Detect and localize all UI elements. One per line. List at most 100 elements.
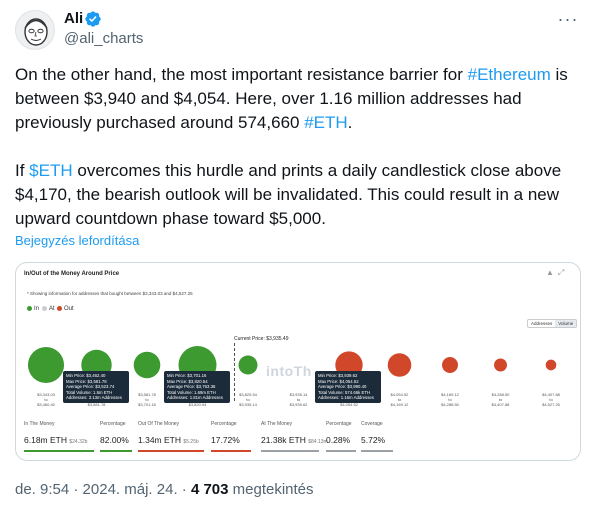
stat-bar (261, 450, 319, 452)
stat-bar (361, 450, 393, 452)
price-range-label: $3,825.54 to $3,935.14 (234, 392, 262, 407)
bubble-in[interactable] (238, 355, 258, 375)
view-count: 4 703 (190, 481, 229, 498)
stat-bar (211, 450, 251, 452)
text-span: On the other hand, the most important re… (15, 65, 468, 84)
bubble-out[interactable] (387, 353, 412, 377)
stat-label: In The Money (24, 421, 55, 427)
stat-value: 5.72% (361, 435, 386, 445)
range-line: $4,407.88 (491, 401, 510, 407)
tooltip-3: Min Price: $3,939.62 Max Price: $4,054.5… (315, 371, 381, 403)
more-options-icon[interactable]: ··· (557, 9, 579, 29)
timestamp[interactable]: de. 9:54 · 2024. máj. 24. · (15, 481, 191, 498)
tooltip-line: Max Price: $4,054.52 (318, 378, 359, 384)
legend-at: At (42, 306, 55, 312)
tweet-paragraph-1: On the other hand, the most important re… (15, 63, 580, 135)
metric-toggle[interactable]: Addresses Volume (527, 319, 578, 328)
text-span: If (15, 161, 30, 180)
stat-6: Coverage 5.72% (361, 421, 393, 455)
legend-label: In (34, 306, 40, 313)
stat-sub: $84.13m (308, 439, 328, 445)
bubble-out[interactable] (442, 357, 458, 373)
range-line: $4,169.12 (441, 392, 459, 397)
range-line: to (246, 396, 250, 402)
tooltip-line: Min Price: $3,939.62 (318, 373, 358, 378)
tooltip-line: Average Price: $3,763.36 (167, 384, 216, 390)
chart-note: * Showing information for addresses that… (27, 291, 193, 296)
range-line: $3,939.62 (289, 401, 308, 407)
price-range-label: $4,407.88 to $4,527.25 (537, 392, 565, 407)
bubble-out[interactable] (494, 358, 507, 372)
range-line: $3,935.14 (289, 392, 308, 397)
text-span: overcomes this hurdle and prints a daily… (15, 161, 562, 228)
tooltip-line: Total Volume: 1.5m ETH (66, 389, 113, 395)
range-line: $4,288.50 (441, 401, 459, 407)
tooltip-1: Min Price: $3,462.40 Max Price: $3,581.7… (63, 371, 129, 403)
stat-bar (326, 450, 356, 452)
range-line: to (145, 396, 149, 402)
verified-badge-icon[interactable] (84, 10, 102, 28)
post-meta: de. 9:54 · 2024. máj. 24. · 4 703 megtek… (15, 481, 314, 498)
price-range-label: $4,288.50 to $4,407.88 (487, 392, 515, 407)
stat-label: Percentage (211, 421, 237, 427)
chart-title: In/Out of the Money Around Price (24, 271, 120, 277)
stat-label: Coverage (361, 421, 383, 427)
stat-2: Out Of The Money 1.34m ETH $5.25b (138, 421, 204, 455)
stat-value: 0.28% (326, 435, 351, 445)
hashtag-eth[interactable]: #ETH (304, 113, 348, 132)
toggle-volume[interactable]: Volume (555, 320, 577, 327)
stat-4: At The Money 21.38k ETH $84.13m (261, 421, 328, 455)
stat-value: 6.18m ETH $24.32b (24, 435, 88, 445)
stat-value: 1.34m ETH $5.25b (138, 435, 199, 445)
range-line: $3,935.14 (239, 401, 257, 407)
stat-value: 82.00% (100, 435, 129, 445)
tooltip-line: Max Price: $3,581.78 (66, 378, 107, 384)
author-handle[interactable]: @ali_charts (64, 30, 144, 47)
tooltip-line: Average Price: $3,990.40 (318, 384, 367, 390)
tweet-text: On the other hand, the most important re… (15, 63, 580, 231)
range-line: $3,581.78 (138, 392, 156, 397)
avatar[interactable] (15, 10, 55, 50)
range-line: $4,054.52 (390, 392, 409, 397)
stat-bar (138, 450, 204, 452)
text-span: is between $3,940 and $4,054. Here, over… (15, 65, 568, 132)
price-range-label: $3,581.78 to $3,701.16 (133, 392, 161, 407)
stat-bar (24, 450, 94, 452)
price-range-label: $3,581.78 (83, 393, 111, 407)
range-line: $3,820.54 (188, 401, 207, 407)
translate-post-link[interactable]: Bejegyzés lefordítása (15, 233, 140, 248)
tooltip-line: Total Volume: 574.66k ETH (318, 389, 371, 395)
range-line: $4,054.52 (340, 401, 358, 407)
tooltip-line: Min Price: $3,701.16 (167, 373, 207, 378)
view-label: megtekintés (228, 481, 314, 498)
bubble-out[interactable] (545, 359, 557, 371)
legend-in: In (27, 306, 39, 312)
price-range-label: $4,054.52 (335, 393, 363, 407)
stat-sub: $5.25b (183, 439, 199, 445)
range-line: $4,527.25 (542, 401, 560, 407)
stat-bar (100, 450, 132, 452)
stat-sub: $24.32b (69, 439, 88, 445)
tooltip-line: Min Price: $3,462.40 (66, 373, 106, 378)
hashtag-ethereum[interactable]: #Ethereum (467, 65, 551, 84)
attached-image[interactable]: In/Out of the Money Around Price ▲⤢ * Sh… (15, 262, 581, 461)
cashtag-eth[interactable]: $ETH (29, 161, 73, 180)
toggle-addresses[interactable]: Addresses (531, 321, 553, 326)
tooltip-line: Total Volume: 1.69m ETH (167, 389, 216, 395)
range-line: to (448, 396, 452, 402)
tooltip-line: Addresses: 1.16m Addresses (318, 395, 374, 401)
range-line: $3,825.54 (239, 392, 257, 397)
tooltip-line: Max Price: $3,820.54 (167, 378, 208, 384)
stat-label: Out Of The Money (138, 421, 180, 427)
stat-0: In The Money 6.18m ETH $24.32b (24, 421, 94, 455)
range-line: to (498, 396, 503, 402)
bubble-in[interactable] (27, 346, 65, 384)
tooltip-2: Min Price: $3,701.16 Max Price: $3,820.5… (164, 371, 230, 403)
tooltip-line: Addresses: 3.13m Addresses (66, 395, 122, 401)
chart-toolbar-icons: ▲⤢ (546, 268, 569, 277)
author-name[interactable]: Ali (64, 10, 84, 27)
tweet-paragraph-2: If $ETH overcomes this hurdle and prints… (15, 159, 580, 231)
bubble-in[interactable] (133, 351, 161, 379)
range-line: to (549, 396, 553, 402)
legend-out: Out (57, 306, 74, 312)
